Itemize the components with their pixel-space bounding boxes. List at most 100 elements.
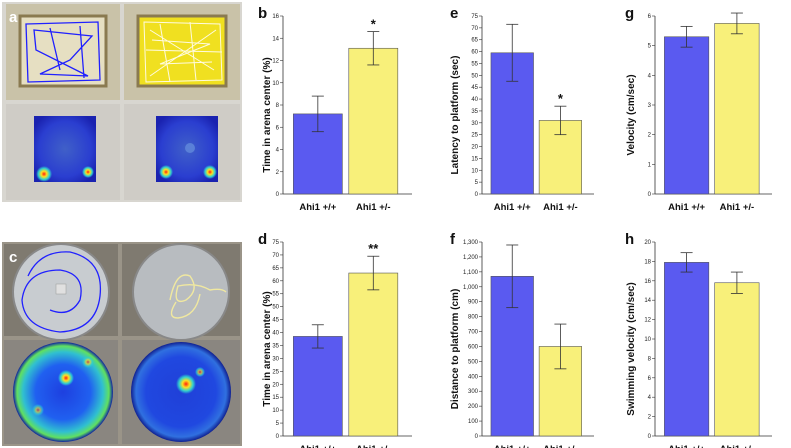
y-tick-label: 10 — [644, 337, 651, 343]
y-tick-label: 1,000 — [463, 285, 479, 291]
y-tick-label: 15 — [471, 156, 478, 162]
y-tick-label: 40 — [272, 331, 279, 337]
y-tick-label: 400 — [468, 374, 479, 380]
significance-marker: ** — [368, 241, 379, 256]
panel-letter-g: g — [625, 5, 634, 22]
y-tick-label: 100 — [468, 419, 479, 425]
category-label: Ahi1 +/+ — [494, 444, 531, 448]
y-tick-label: 20 — [644, 240, 651, 246]
panel-a-photos: a — [2, 2, 242, 202]
y-tick-label: 0 — [648, 434, 652, 440]
y-axis-label: Velocity (cm/sec) — [626, 74, 637, 155]
category-label: Ahi1 +/+ — [668, 202, 705, 213]
y-tick-label: 0 — [276, 434, 280, 440]
y-tick-label: 10 — [272, 408, 279, 414]
y-tick-label: 70 — [471, 26, 478, 32]
category-label: Ahi1 +/- — [543, 444, 578, 448]
panel-letter-f: f — [450, 231, 456, 248]
category-label: Ahi1 +/- — [720, 444, 755, 448]
y-tick-label: 200 — [468, 404, 479, 410]
y-tick-label: 14 — [272, 36, 279, 42]
chart-b: b 0 2 4 6 8 10 12 14 16 Time in arena center (%) Ah… — [258, 5, 412, 213]
y-tick-label: 15 — [272, 395, 279, 401]
chart-d: d 0 5 10 15 20 25 30 35 40 45 50 55 60 65 70 75 Time in a… — [258, 231, 412, 448]
y-tick-label: 30 — [272, 356, 279, 362]
y-tick-label: 45 — [272, 318, 279, 324]
y-tick-label: 14 — [644, 298, 651, 304]
bar-mutant — [348, 272, 399, 437]
heatmap-pool-wildtype — [13, 342, 113, 442]
y-tick-label: 70 — [272, 253, 279, 259]
significance-marker: * — [558, 91, 564, 106]
y-tick-label: 4 — [648, 73, 652, 79]
y-tick-label: 12 — [272, 59, 279, 65]
y-tick-label: 75 — [272, 240, 279, 246]
y-tick-label: 0 — [475, 434, 479, 440]
chart-g: g 0 1 2 3 4 5 6 Velocity (cm/sec) Ahi1 +/+ Ahi1 +/… — [625, 5, 772, 213]
y-tick-label: 60 — [471, 50, 478, 56]
y-tick-label: 50 — [272, 305, 279, 311]
swim-path-mutant — [169, 274, 227, 319]
panel-letter-c: c — [9, 249, 17, 266]
y-tick-label: 700 — [468, 330, 479, 336]
y-tick-label: 40 — [471, 97, 478, 103]
panel-c-photos: c — [2, 242, 242, 446]
y-tick-label: 2 — [648, 133, 652, 139]
y-tick-label: 2 — [648, 415, 652, 421]
y-tick-label: 65 — [471, 38, 478, 44]
y-tick-label: 4 — [276, 148, 280, 154]
y-tick-label: 55 — [272, 292, 279, 298]
y-tick-label: 20 — [471, 145, 478, 151]
y-tick-label: 55 — [471, 61, 478, 67]
y-tick-label: 4 — [648, 395, 652, 401]
bar-wildtype — [490, 276, 534, 437]
category-label: Ahi1 +/+ — [494, 202, 531, 213]
bar-wildtype — [293, 336, 343, 437]
track-mutant — [143, 21, 223, 83]
panel-letter-d: d — [258, 231, 267, 248]
y-tick-label: 3 — [648, 103, 652, 109]
category-label: Ahi1 +/- — [356, 202, 391, 213]
y-tick-label: 0 — [276, 192, 280, 198]
y-tick-label: 1,200 — [463, 255, 479, 261]
bar-wildtype — [664, 262, 710, 437]
y-tick-label: 8 — [276, 103, 280, 109]
y-axis-label: Distance to platform (cm) — [450, 289, 461, 410]
y-tick-label: 12 — [644, 318, 651, 324]
bar-wildtype — [664, 36, 710, 195]
track-wildtype — [25, 21, 101, 83]
y-tick-label: 1 — [648, 162, 652, 168]
category-label: Ahi1 +/- — [356, 444, 391, 448]
panel-letter-b: b — [258, 5, 267, 22]
y-tick-label: 50 — [471, 73, 478, 79]
y-tick-label: 16 — [644, 279, 651, 285]
y-tick-label: 6 — [276, 125, 280, 131]
y-tick-label: 6 — [648, 376, 652, 382]
y-tick-label: 300 — [468, 389, 479, 395]
bar-mutant — [714, 282, 760, 437]
y-tick-label: 10 — [272, 81, 279, 87]
y-tick-label: 20 — [272, 382, 279, 388]
y-tick-label: 25 — [471, 133, 478, 139]
y-tick-label: 65 — [272, 266, 279, 272]
y-tick-label: 10 — [471, 168, 478, 174]
y-tick-label: 35 — [471, 109, 478, 115]
y-axis-label: Latency to platform (sec) — [450, 56, 461, 175]
y-tick-label: 5 — [648, 44, 652, 50]
y-axis-label: Swimming velocity (cm/sec) — [626, 282, 637, 415]
y-tick-label: 25 — [272, 369, 279, 375]
category-label: Ahi1 +/+ — [668, 444, 705, 448]
y-axis-label: Time in arena center (%) — [262, 57, 273, 172]
y-tick-label: 1,100 — [463, 270, 479, 276]
category-label: Ahi1 +/+ — [299, 202, 336, 213]
chart-f: f 0 100 200 300 400 500 600 700 800 900 1,000 1,100 1… — [450, 231, 594, 448]
y-tick-label: 60 — [272, 279, 279, 285]
y-axis-label: Time in arena center (%) — [262, 291, 273, 406]
category-label: Ahi1 +/- — [543, 202, 578, 213]
y-tick-label: 35 — [272, 343, 279, 349]
panel-letter-a: a — [9, 9, 18, 26]
y-tick-label: 0 — [475, 192, 479, 198]
y-tick-label: 5 — [276, 421, 280, 427]
swim-path-wildtype — [21, 251, 102, 333]
